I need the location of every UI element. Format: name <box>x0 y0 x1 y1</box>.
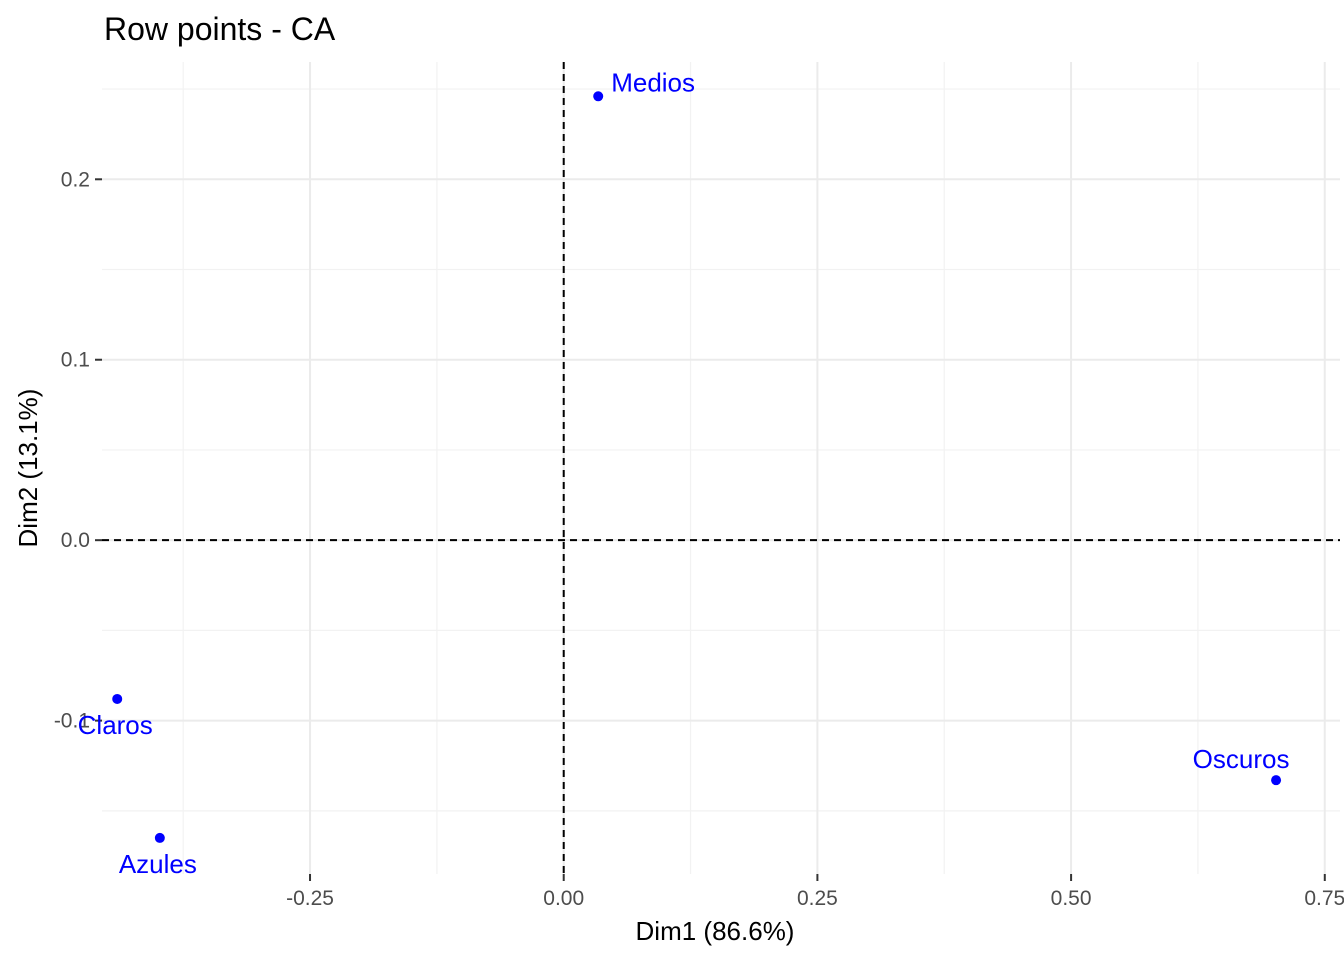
point-label-medios: Medios <box>611 67 695 97</box>
point-claros <box>112 693 123 704</box>
x-tick-label-1: 0.00 <box>543 887 584 910</box>
point-labels: Medios Claros Azules Oscuros <box>78 67 1290 879</box>
point-oscuros <box>1271 775 1282 786</box>
y-axis-title: Dim2 (13.1%) <box>13 389 43 548</box>
point-label-claros: Claros <box>78 710 153 740</box>
x-tick-label-4: 0.75 <box>1304 887 1344 910</box>
point-medios <box>593 91 604 102</box>
x-axis-title: Dim1 (86.6%) <box>636 916 795 946</box>
y-tick-label-1: 0.0 <box>61 529 90 552</box>
chart-title: Row points - CA <box>104 11 336 47</box>
point-label-oscuros: Oscuros <box>1193 744 1290 774</box>
grid-lines <box>102 62 1340 874</box>
data-points <box>112 91 1282 843</box>
reference-lines <box>102 62 1340 874</box>
x-tick-label-2: 0.25 <box>797 887 838 910</box>
x-tick-label-3: 0.50 <box>1051 887 1092 910</box>
x-tick-label-0: -0.25 <box>286 887 334 910</box>
y-tick-label-0: -0.1 <box>54 710 90 733</box>
axes: -0.25 0.00 0.25 0.50 0.75 -0.1 0.0 0.1 0.2 <box>54 168 1344 910</box>
point-azules <box>154 832 165 843</box>
point-label-azules: Azules <box>119 849 197 879</box>
y-tick-label-2: 0.1 <box>61 349 90 372</box>
y-tick-label-3: 0.2 <box>61 168 90 191</box>
